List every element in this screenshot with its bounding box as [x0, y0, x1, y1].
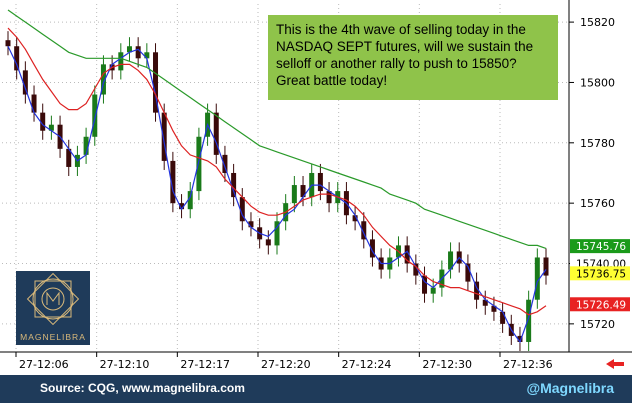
footer-bar: Source: CQG, www.magnelibra.com @Magneli…	[0, 375, 632, 403]
candle-body	[135, 46, 141, 59]
mandala-icon	[26, 272, 80, 326]
x-tick-label: 27-12:24	[342, 358, 392, 371]
y-tick-label: 15800	[580, 76, 615, 89]
candle-body	[491, 305, 497, 312]
y-axis: 157201574015760157801580015820	[569, 16, 615, 331]
candle-body	[222, 154, 228, 173]
candle-body	[352, 215, 358, 222]
candle-body	[196, 136, 202, 192]
candle-body	[465, 263, 471, 282]
candle-body	[369, 239, 375, 258]
candle-body	[500, 311, 506, 324]
candle-body	[482, 299, 488, 306]
y-tick-label: 15720	[580, 318, 615, 331]
price-label-text: 15745.76	[576, 241, 626, 253]
annotation-box: This is the 4th wave of selling today in…	[268, 15, 558, 100]
candle-body	[239, 197, 245, 222]
x-tick-label: 27-12:06	[19, 358, 69, 371]
candle-body	[14, 46, 20, 71]
x-axis: 27-12:06 27-12:10 27-12:17 27-12:20 27-12:24…	[15, 352, 553, 371]
price-label-box	[570, 297, 630, 312]
price-label-box	[570, 239, 630, 254]
candle-body	[361, 221, 367, 240]
candle-body	[213, 112, 219, 155]
x-tick-label: 27-12:10	[100, 358, 150, 371]
candle-body	[153, 52, 159, 113]
moving-average-line-3	[7, 9, 547, 249]
candle-body	[231, 172, 237, 198]
candle-body	[265, 239, 271, 246]
candle-body	[413, 263, 419, 276]
candle-body	[404, 245, 410, 264]
magnelibra-logo: MAGNELIBRA	[16, 271, 90, 345]
price-label-text: 15726.49	[576, 299, 626, 311]
y-tick-label: 15760	[580, 197, 615, 210]
x-tick-label: 27-12:20	[261, 358, 311, 371]
candle-body	[179, 203, 185, 210]
annotation-text: This is the 4th wave of selling today in…	[276, 22, 534, 88]
candle-body	[66, 148, 72, 167]
candle-body	[422, 275, 428, 294]
candle-body	[100, 64, 106, 95]
candle-body	[317, 172, 323, 192]
candle-body	[474, 281, 480, 300]
candle-body	[118, 52, 124, 71]
candle-body	[543, 257, 549, 276]
y-tick-label: 15780	[580, 137, 615, 150]
candle-body	[40, 112, 46, 131]
candle-body	[187, 191, 193, 210]
candle-body	[170, 160, 176, 204]
twitter-handle[interactable]: @Magnelibra	[526, 380, 614, 396]
candle-body	[22, 70, 28, 95]
candle-body	[83, 136, 89, 155]
x-tick-label: 27-12:36	[503, 358, 553, 371]
candle-body	[517, 335, 523, 342]
candle-body	[448, 251, 454, 270]
candle-body	[248, 221, 254, 228]
candle-body	[48, 124, 54, 131]
candle-body	[430, 287, 436, 294]
moving-averages	[7, 9, 547, 344]
candle-body	[92, 94, 98, 137]
moving-average-line-2	[7, 27, 547, 316]
candle-body	[534, 257, 540, 300]
logo-text: MAGNELIBRA	[20, 332, 86, 342]
x-tick-label: 27-12:30	[422, 358, 472, 371]
scroll-left-arrow-icon[interactable]	[606, 359, 624, 369]
candle-body	[291, 185, 297, 204]
candle-body	[126, 46, 132, 53]
source-text: Source: CQG, www.magnelibra.com	[40, 381, 245, 395]
price-label-text: 15736.75	[576, 268, 626, 280]
price-label-box	[570, 266, 630, 281]
candle-body	[31, 94, 37, 113]
candle-body	[161, 112, 167, 161]
candle-body	[144, 52, 150, 59]
x-tick-label: 27-12:17	[180, 358, 230, 371]
candle-body	[526, 299, 532, 342]
y-tick-label: 15820	[580, 16, 615, 29]
candle-body	[5, 40, 11, 47]
candle-body	[274, 221, 280, 246]
candle-body	[300, 185, 306, 198]
moving-average-line-1	[7, 45, 547, 344]
candle-body	[326, 191, 332, 204]
